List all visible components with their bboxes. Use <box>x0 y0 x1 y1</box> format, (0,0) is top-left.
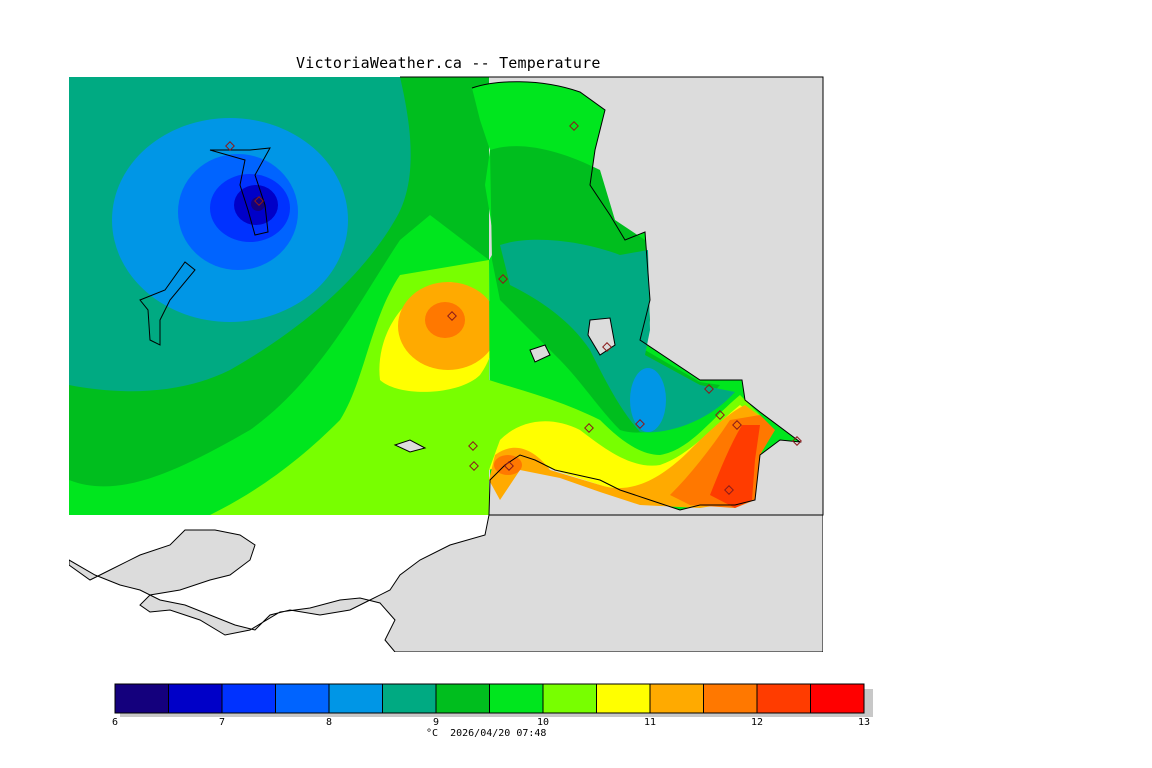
station-marker <box>447 311 457 321</box>
colorbar-tick-label: 8 <box>325 717 333 728</box>
colorbar-tick-label: 7 <box>218 717 226 728</box>
station-marker <box>469 461 479 471</box>
colorbar-bin <box>649 683 704 714</box>
station-marker <box>225 141 235 151</box>
station-marker <box>792 436 802 446</box>
station-marker <box>635 419 645 429</box>
field-peninsula-12-5 <box>710 425 760 508</box>
lake-shawnigan <box>209 147 271 236</box>
station-marker <box>498 274 508 284</box>
colorbar-bin <box>489 683 544 714</box>
station-marker <box>254 196 264 206</box>
station-marker <box>569 121 579 131</box>
colorbar-bin <box>542 683 597 714</box>
colorbar <box>114 683 865 714</box>
station-marker <box>715 410 725 420</box>
map-title: VictoriaWeather.ca -- Temperature <box>296 54 601 72</box>
unit-label: °C <box>426 728 439 739</box>
field-spot-12 <box>494 455 522 475</box>
colorbar-tick-label: 12 <box>750 717 764 728</box>
station-marker <box>468 441 478 451</box>
colorbar-tick-label: 9 <box>432 717 440 728</box>
olympic-coast <box>69 514 823 652</box>
colorbar-frame <box>114 683 865 714</box>
island-1 <box>393 439 427 453</box>
coast-east-peninsula <box>400 76 824 516</box>
colorbar-bin <box>810 683 865 714</box>
colorbar-bin <box>435 683 490 714</box>
colorbar-bin <box>703 683 758 714</box>
colorbar-tick-label: 10 <box>536 717 550 728</box>
colorbar-bin <box>221 683 276 714</box>
colorbar-tick-label: 6 <box>111 717 119 728</box>
colorbar-bin <box>168 683 223 714</box>
coastlines <box>400 76 824 516</box>
weather-stations <box>225 121 802 495</box>
timestamp: 2026/04/20 07:48 <box>450 728 547 739</box>
colorbar-caption: °C 2026/04/20 07:48 <box>426 728 546 739</box>
station-marker <box>602 342 612 352</box>
lake-cowichan <box>139 261 196 346</box>
colorbar-bin <box>114 683 169 714</box>
island-3 <box>587 317 616 356</box>
station-marker <box>724 485 734 495</box>
colorbar-bin <box>382 683 437 714</box>
colorbar-tick-label: 13 <box>857 717 871 728</box>
field-peninsula-8-5 <box>630 368 666 432</box>
temperature-field <box>69 77 823 652</box>
colorbar-bin <box>275 683 330 714</box>
station-marker <box>732 420 742 430</box>
station-marker <box>704 384 714 394</box>
colorbar-bin <box>596 683 651 714</box>
station-marker <box>504 461 514 471</box>
station-marker <box>584 423 594 433</box>
island-2 <box>529 344 551 363</box>
field-peninsula-9 <box>500 239 735 433</box>
colorbar-bin <box>756 683 811 714</box>
field-west-12 <box>425 302 465 338</box>
colorbar-tick-label: 11 <box>643 717 657 728</box>
colorbar-bin <box>328 683 383 714</box>
